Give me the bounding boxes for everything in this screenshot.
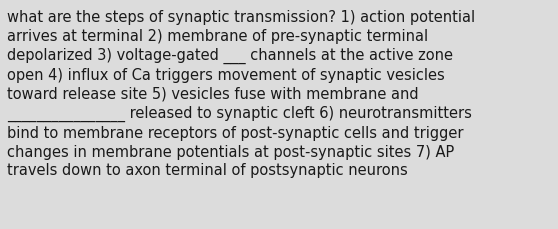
Text: what are the steps of synaptic transmission? 1) action potential
arrives at term: what are the steps of synaptic transmiss…	[7, 10, 475, 178]
